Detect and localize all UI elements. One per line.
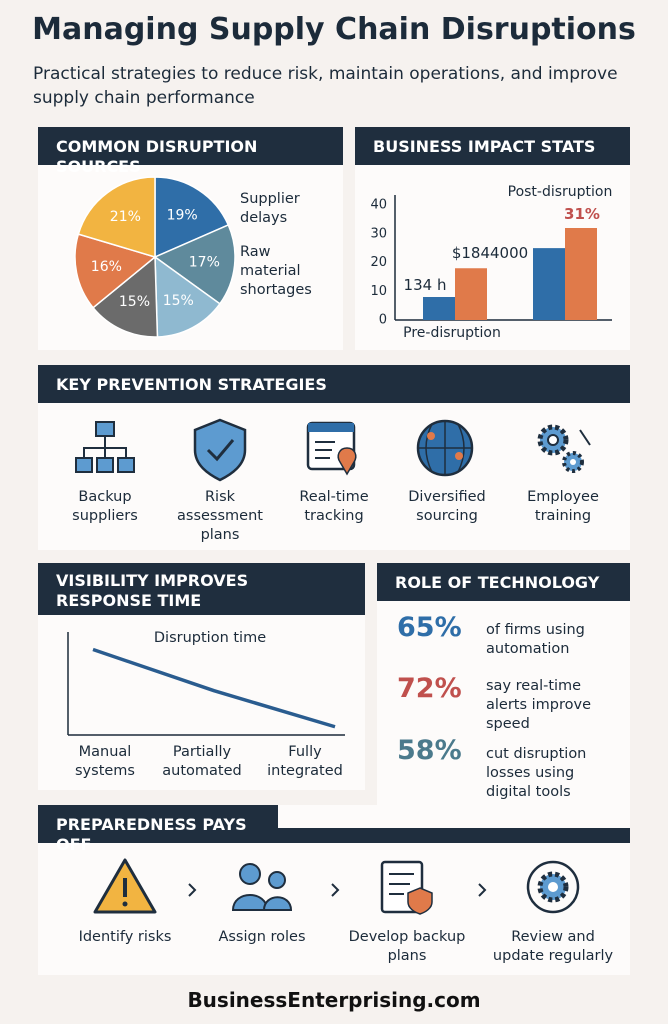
header-bar: [278, 828, 630, 843]
pie-slice: [154, 176, 230, 259]
icon-globe: [416, 419, 474, 477]
pie-slice: [74, 233, 157, 309]
strategy-label: Backup suppliers: [72, 489, 138, 524]
pie-label: 17%: [189, 254, 220, 270]
bar: [565, 228, 597, 320]
annotation: 31%: [564, 205, 600, 223]
panel-header: COMMON DISRUPTION SOURCES: [38, 127, 343, 176]
y-tick-label: 40: [370, 198, 387, 213]
icon-people: [231, 863, 293, 911]
icon-plan: [380, 860, 433, 915]
annotation: 134 h: [404, 276, 447, 294]
stat-value: 65%: [397, 612, 462, 643]
x-tick-label: Manual systems: [75, 744, 135, 779]
y-tick-label: 30: [370, 226, 387, 241]
footer: BusinessEnterprising.com: [187, 988, 481, 1012]
pie-label: 19%: [167, 207, 198, 223]
bar: [455, 268, 487, 320]
stat-text: say real-time alerts improve speed: [486, 678, 592, 732]
line-annotation: Disruption time: [153, 630, 267, 646]
stat-text: of firms using automation: [486, 622, 585, 657]
y-tick-label: 20: [370, 255, 387, 270]
x-tick-label: Fully integrated: [267, 744, 343, 779]
stat-value: 58%: [397, 735, 462, 766]
step-label: Review and update regularly: [492, 929, 614, 964]
y-tick-label: 0: [379, 313, 387, 328]
card: [377, 563, 630, 810]
step-label: Identify risks: [78, 929, 172, 945]
strategy-label: Diversified sourcing: [408, 489, 486, 524]
panel-header: BUSINESS IMPACT STATS: [355, 127, 630, 165]
line: [92, 647, 336, 729]
icon-review: [526, 860, 580, 914]
pie-legend: Raw material shortages: [240, 244, 312, 298]
strategy-label: Real-time tracking: [299, 489, 369, 524]
y-tick-label: 10: [370, 284, 387, 299]
step-label: Assign roles: [218, 929, 306, 945]
panel-header: VISIBILITY IMPROVES RESPONSE TIME: [38, 563, 365, 615]
icon-shield: [193, 418, 247, 482]
step-label: Develop backup plans: [348, 929, 466, 964]
bar: [533, 248, 565, 320]
strategy-label: Risk assessment plans: [177, 489, 263, 543]
pie-label: 15%: [163, 293, 194, 309]
icon-gears: [537, 424, 591, 473]
stat-value: 72%: [397, 673, 462, 704]
title: Managing Supply Chain Disruptions: [32, 12, 636, 47]
pie-slice: [92, 255, 159, 338]
pie-slice: [153, 223, 236, 305]
pie-label: 16%: [91, 259, 122, 275]
pie-slice: [154, 255, 221, 338]
icon-backup: [75, 421, 135, 473]
strategy-label: Employee training: [527, 489, 599, 524]
pie-label: 15%: [119, 294, 150, 310]
icon-warning: [93, 858, 157, 914]
charts: 19% 17% 15% 15% 16% 21% 0 10 20 30 40 Pre-disruptio…: [67, 176, 613, 736]
subtitle: Practical strategies to reduce risk, mai…: [33, 64, 618, 108]
annotation: $1844000: [452, 244, 528, 262]
bar: [423, 297, 455, 320]
x-tick-label: Partially automated: [162, 744, 242, 779]
panel-header: ROLE OF TECHNOLOGY: [377, 563, 630, 601]
x-tick-label: Post-disruption: [508, 184, 613, 200]
pie-slice: [77, 176, 156, 259]
panel-header: PREPAREDNESS PAYS OFF: [38, 805, 278, 854]
pie-legend: Supplier delays: [240, 191, 300, 226]
stat-text: cut disruption losses using digital tool…: [486, 746, 587, 800]
panel-header: KEY PREVENTION STRATEGIES: [38, 365, 630, 403]
chevrons: [188, 883, 487, 897]
pie-label: 21%: [110, 209, 141, 225]
icon-tracking: [306, 421, 357, 476]
x-tick-label: Pre-disruption: [403, 325, 501, 341]
